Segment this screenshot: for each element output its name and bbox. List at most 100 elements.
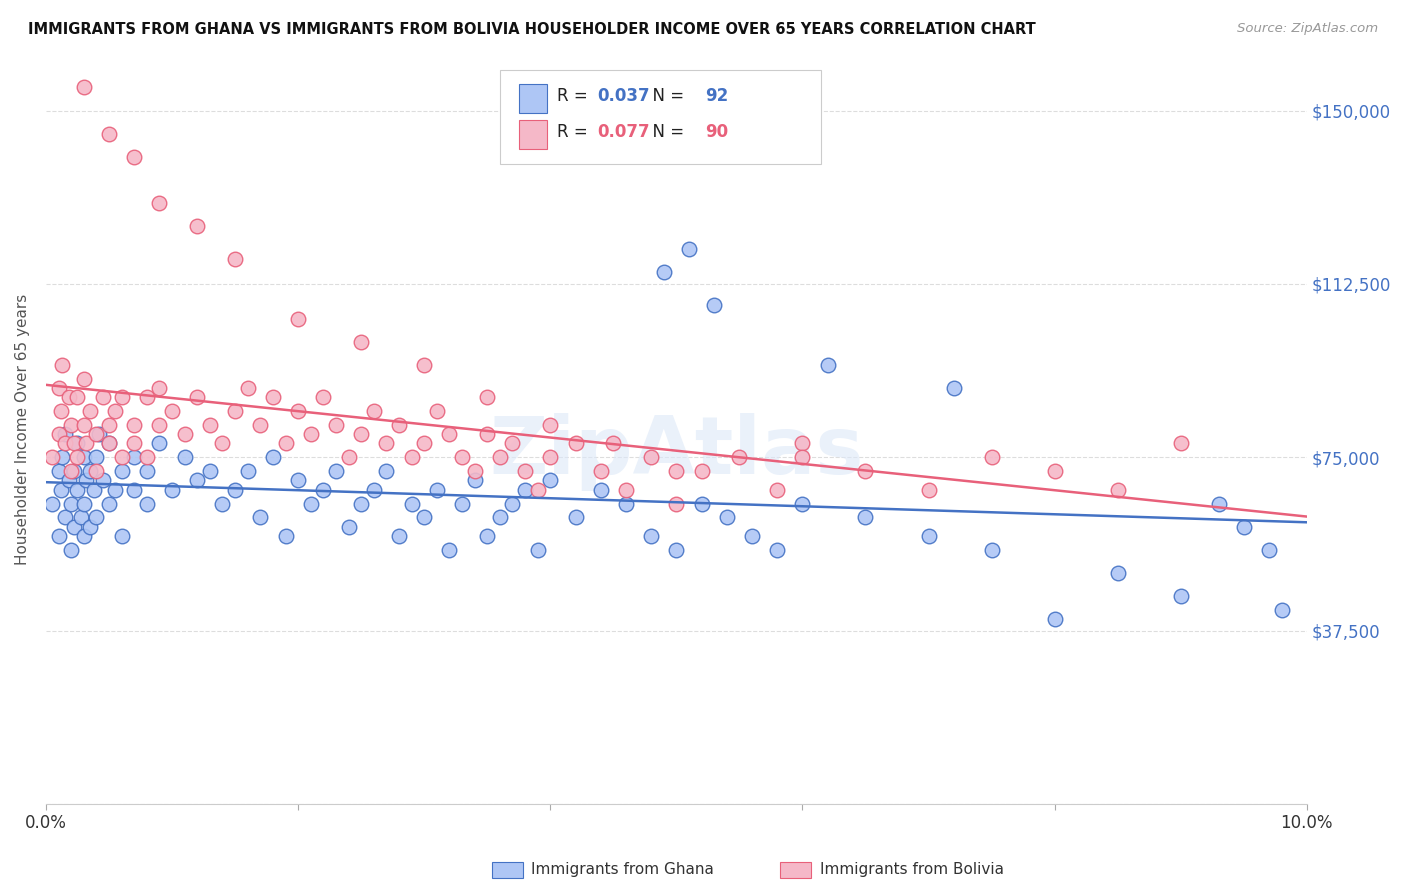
- Point: [1208, 496, 1230, 510]
- Point: [83, 483, 105, 497]
- Point: [53, 427, 76, 442]
- Point: [58, 474, 80, 488]
- Point: [135, 390, 157, 404]
- Point: [186, 390, 208, 404]
- Point: [1043, 464, 1066, 478]
- Point: [66, 450, 89, 465]
- Text: R =: R =: [557, 87, 592, 105]
- Point: [111, 390, 134, 404]
- Text: 0.037: 0.037: [598, 87, 650, 105]
- Point: [274, 436, 297, 450]
- Point: [299, 427, 322, 442]
- Point: [48, 427, 70, 442]
- Point: [325, 417, 347, 432]
- Point: [66, 483, 89, 497]
- Point: [287, 474, 309, 488]
- Point: [73, 496, 96, 510]
- Point: [98, 436, 121, 450]
- Point: [48, 381, 70, 395]
- Point: [501, 436, 523, 450]
- Point: [41, 496, 63, 510]
- Text: 0.077: 0.077: [598, 123, 650, 141]
- Point: [60, 464, 83, 478]
- Point: [602, 436, 624, 450]
- Point: [538, 417, 561, 432]
- FancyBboxPatch shape: [519, 120, 547, 149]
- Point: [426, 483, 449, 497]
- Point: [1170, 589, 1192, 603]
- Point: [426, 404, 449, 418]
- Point: [160, 483, 183, 497]
- Point: [1107, 483, 1129, 497]
- Point: [589, 464, 612, 478]
- Point: [917, 483, 939, 497]
- Point: [350, 334, 373, 349]
- Point: [766, 483, 789, 497]
- Point: [198, 464, 221, 478]
- Point: [53, 436, 76, 450]
- Point: [111, 529, 134, 543]
- Point: [855, 464, 877, 478]
- Point: [98, 417, 121, 432]
- Text: Immigrants from Ghana: Immigrants from Ghana: [531, 863, 714, 877]
- Point: [60, 496, 83, 510]
- Point: [211, 436, 233, 450]
- Point: [363, 483, 385, 497]
- Point: [274, 529, 297, 543]
- Point: [665, 464, 688, 478]
- Point: [312, 483, 335, 497]
- Point: [122, 150, 145, 164]
- Point: [224, 483, 246, 497]
- Point: [79, 464, 101, 478]
- Point: [325, 464, 347, 478]
- Point: [262, 450, 284, 465]
- Point: [160, 404, 183, 418]
- Point: [413, 358, 436, 372]
- Point: [91, 390, 114, 404]
- Point: [135, 496, 157, 510]
- Point: [249, 510, 271, 524]
- Text: 92: 92: [706, 87, 728, 105]
- Point: [526, 542, 548, 557]
- Point: [451, 496, 474, 510]
- Point: [564, 436, 586, 450]
- Point: [614, 496, 637, 510]
- Point: [122, 450, 145, 465]
- Point: [79, 519, 101, 533]
- Point: [917, 529, 939, 543]
- Point: [62, 464, 84, 478]
- Point: [73, 80, 96, 95]
- Point: [186, 219, 208, 234]
- Point: [98, 496, 121, 510]
- Point: [73, 450, 96, 465]
- Point: [249, 417, 271, 432]
- Point: [148, 436, 170, 450]
- Point: [464, 474, 486, 488]
- Point: [48, 529, 70, 543]
- Point: [589, 483, 612, 497]
- Point: [703, 298, 725, 312]
- Point: [186, 474, 208, 488]
- Point: [135, 464, 157, 478]
- Point: [489, 510, 512, 524]
- Point: [60, 542, 83, 557]
- Point: [262, 390, 284, 404]
- Point: [716, 510, 738, 524]
- Point: [66, 390, 89, 404]
- Point: [665, 496, 688, 510]
- Point: [60, 417, 83, 432]
- Point: [287, 404, 309, 418]
- Point: [652, 265, 675, 279]
- FancyBboxPatch shape: [519, 85, 547, 112]
- Point: [79, 404, 101, 418]
- Point: [350, 496, 373, 510]
- Point: [49, 483, 72, 497]
- Point: [224, 404, 246, 418]
- Point: [401, 496, 423, 510]
- Point: [1170, 436, 1192, 450]
- Point: [413, 436, 436, 450]
- Point: [855, 510, 877, 524]
- Point: [1270, 603, 1292, 617]
- Point: [413, 510, 436, 524]
- Point: [62, 519, 84, 533]
